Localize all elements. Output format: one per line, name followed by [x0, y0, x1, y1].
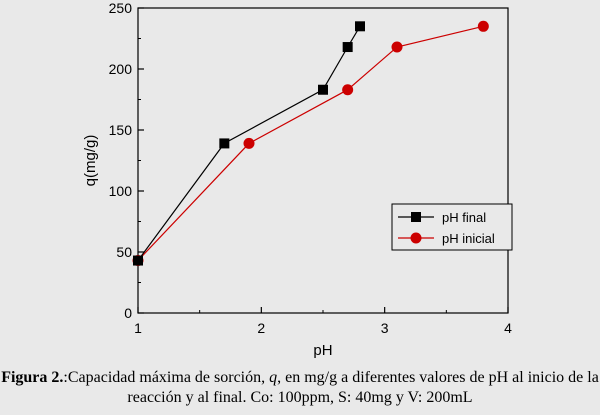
axes: 1 2 3 4 0 50 100 150 200 250 pH q(mg/g) — [82, 0, 512, 359]
y-tick-label: 0 — [124, 305, 132, 321]
legend-label: pH final — [442, 210, 486, 225]
x-tick-label: 1 — [134, 320, 142, 336]
data-point-square — [342, 42, 353, 53]
caption-symbol: q — [269, 369, 278, 386]
data-point-circle — [477, 20, 489, 32]
data-point-square — [219, 138, 230, 149]
data-point-circle — [391, 41, 403, 53]
legend: pH final pH inicial — [391, 203, 513, 251]
x-tick-label: 3 — [381, 320, 389, 336]
series-layer — [132, 20, 489, 267]
y-tick-label: 250 — [109, 0, 133, 16]
caption-label: Figura 2. — [1, 369, 64, 386]
y-axis-title: q(mg/g) — [82, 135, 99, 187]
plot-frame — [137, 7, 509, 314]
y-tick-label: 100 — [109, 183, 133, 199]
legend-swatch-marker — [411, 212, 421, 222]
data-point-square — [318, 84, 328, 95]
data-point-circle — [243, 137, 255, 149]
y-tick-label: 200 — [109, 61, 133, 77]
data-point-square — [133, 255, 143, 266]
x-axis-title: pH — [313, 342, 332, 359]
x-tick-label: 4 — [504, 320, 512, 336]
legend-label: pH inicial — [442, 231, 495, 246]
caption-text-before: :Capacidad máxima de sorción, — [63, 369, 270, 386]
data-point-square — [355, 21, 365, 32]
data-point-circle — [342, 84, 354, 96]
x-tick-label: 2 — [257, 320, 265, 336]
y-tick-label: 150 — [109, 122, 133, 138]
legend-box — [391, 203, 513, 251]
legend-swatch-marker — [410, 232, 422, 244]
caption-text-after: , en mg/g a diferentes valores de pH al … — [127, 369, 599, 406]
y-tick-label: 50 — [116, 244, 132, 260]
figure-caption: Figura 2.:Capacidad máxima de sorción, q… — [0, 368, 600, 408]
